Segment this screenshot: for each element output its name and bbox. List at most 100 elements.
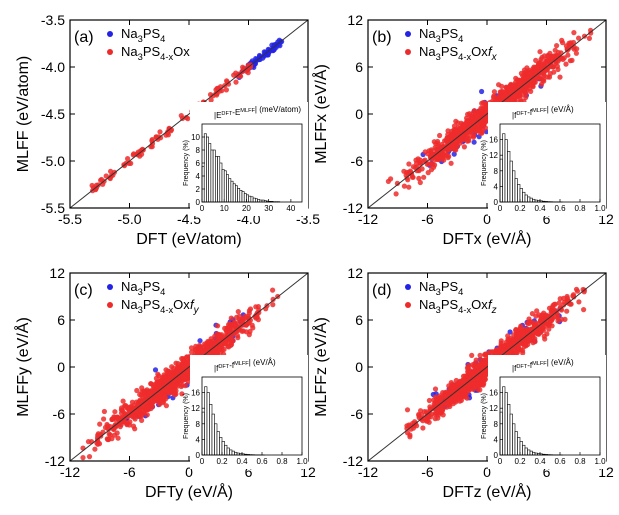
data-point <box>165 129 171 135</box>
data-point <box>470 134 476 140</box>
data-point <box>416 413 422 419</box>
data-point <box>394 180 400 186</box>
formula-part: 4 <box>458 305 463 315</box>
data-point <box>519 332 525 338</box>
component-annotation: fy <box>190 297 200 316</box>
data-point <box>233 79 239 85</box>
data-point <box>219 88 225 94</box>
histogram-bar <box>502 386 506 456</box>
data-point <box>270 296 276 302</box>
x-tick-label: -6 <box>421 464 434 480</box>
inset-frame <box>499 376 601 456</box>
histogram-bar <box>532 451 536 456</box>
data-point <box>144 412 150 418</box>
histogram-bar <box>512 170 516 203</box>
data-point <box>193 343 199 349</box>
data-point <box>404 169 410 175</box>
histogram-bar <box>517 437 521 456</box>
histogram-bar <box>255 198 258 203</box>
histogram-bar <box>208 143 212 203</box>
data-point <box>466 388 472 394</box>
data-point <box>410 164 416 170</box>
inset-x-tick-label: 0.6 <box>554 457 566 466</box>
formula-part: -x <box>165 305 173 315</box>
data-point <box>163 388 169 394</box>
inset-title-part: DFT <box>516 364 527 370</box>
x-tick-label: 0 <box>483 211 491 227</box>
data-point <box>413 160 420 166</box>
data-point <box>451 151 457 157</box>
histogram-bar <box>219 437 223 456</box>
data-point <box>269 42 275 48</box>
annotation-base: f <box>488 44 493 59</box>
inset-y-tick-label: 8 <box>494 167 499 176</box>
data-point <box>118 410 125 416</box>
data-point <box>236 313 242 319</box>
histogram-bar <box>226 447 230 456</box>
x-tick-label: -12 <box>358 211 378 227</box>
data-point <box>511 93 518 99</box>
histogram-bar <box>219 162 223 203</box>
inset-y-tick-label: 12 <box>489 404 498 413</box>
inset-x-tick-label: 0.4 <box>534 457 546 466</box>
data-point <box>247 306 254 312</box>
data-point <box>473 128 479 134</box>
annotation-base: f <box>488 297 493 312</box>
formula-part: P <box>441 44 450 59</box>
data-point <box>96 441 103 447</box>
inset-x-tick-label: 0.2 <box>514 204 526 213</box>
data-point <box>152 367 159 373</box>
data-point <box>552 301 558 307</box>
formula-part: P <box>143 44 152 59</box>
inset-x-tick-label: 10 <box>220 204 229 213</box>
data-point <box>563 61 569 67</box>
data-point <box>555 314 561 320</box>
data-point <box>460 377 466 383</box>
data-point <box>404 407 411 413</box>
data-point <box>524 320 531 326</box>
data-point <box>457 140 463 146</box>
y-tick-label: -12 <box>45 453 65 469</box>
formula-part: 3 <box>436 52 441 62</box>
histogram-bar <box>507 403 511 456</box>
data-point <box>140 404 146 410</box>
formula-part: Ox <box>471 44 488 59</box>
data-point <box>137 391 143 398</box>
data-point <box>154 383 160 389</box>
y-tick-label: -6 <box>351 153 364 169</box>
data-point <box>188 345 195 351</box>
data-point <box>469 381 476 387</box>
x-tick-label: 0 <box>483 464 491 480</box>
data-point <box>461 393 467 399</box>
x-axis-label: DFTx (eV/Å) <box>443 229 532 248</box>
x-tick-label: 6 <box>245 464 253 480</box>
data-point <box>231 321 237 327</box>
formula-part: Ox <box>471 297 488 312</box>
inset-x-tick-label: 0 <box>498 204 503 213</box>
legend-marker <box>107 31 113 37</box>
data-point <box>93 186 99 192</box>
histogram-bar <box>522 444 526 456</box>
parity-line <box>69 19 309 209</box>
inset-title-part: -E <box>232 108 240 117</box>
data-point <box>105 425 111 431</box>
data-point <box>560 40 566 46</box>
formula-part: 3 <box>436 287 441 297</box>
x-tick-label: 0 <box>185 464 193 480</box>
data-point <box>546 326 552 332</box>
data-point <box>168 383 174 389</box>
data-point <box>549 309 555 315</box>
legend-label: Na3PS4 <box>121 279 165 297</box>
data-point <box>171 388 177 394</box>
formula-part: 4 <box>458 52 463 62</box>
data-point <box>406 184 412 190</box>
legend-marker <box>405 31 411 37</box>
formula-part: S <box>450 297 459 312</box>
data-point <box>439 407 445 413</box>
legend-marker <box>107 49 113 55</box>
data-point <box>92 446 98 452</box>
histogram-bar <box>235 185 238 203</box>
data-point <box>409 174 415 180</box>
data-point <box>553 52 559 59</box>
